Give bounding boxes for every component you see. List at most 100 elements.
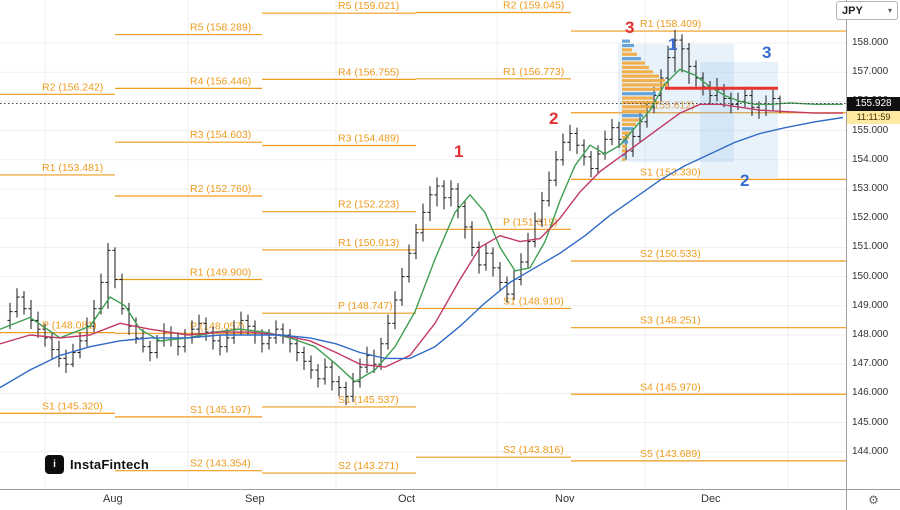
time-axis[interactable]: Aug Sep Oct Nov Dec (0, 489, 847, 510)
candle (14, 288, 20, 318)
price-tick-label: 154.000 (852, 153, 889, 165)
candle (553, 151, 559, 187)
candle (532, 212, 538, 248)
candle (98, 273, 104, 315)
candle-countdown-badge: 11:11:59 (847, 110, 900, 124)
candle (469, 221, 475, 257)
pivot-label: R2 (156.242) (42, 81, 103, 93)
pivot-label: R2 (152.223) (338, 199, 399, 211)
volume-profile-bar (622, 118, 639, 122)
chart-pane: R2 (156.242) R1 (153.481) P (148.081) S1 (1… (0, 0, 846, 474)
volume-profile-bar (622, 109, 647, 113)
pivot-label: R3 (154.489) (338, 133, 399, 145)
pivot-label: S5 (143.689) (640, 448, 701, 460)
pivot-label: R2 (159.045) (503, 0, 564, 11)
pivot-label: S1 (145.537) (338, 394, 399, 406)
candle (686, 43, 692, 84)
gear-icon[interactable]: ⚙ (868, 493, 879, 507)
candle (560, 133, 566, 166)
price-axis[interactable]: 158.000157.000156.000155.000154.000153.0… (846, 0, 900, 490)
candle (434, 177, 440, 207)
candle (497, 262, 503, 292)
ma-slow-line (0, 116, 844, 389)
volume-profile-bar (622, 144, 627, 148)
month-label: Sep (245, 493, 265, 505)
candle (280, 323, 286, 344)
candle (287, 329, 293, 353)
candle (672, 29, 678, 73)
pivot-label: S1 (145.320) (42, 400, 103, 412)
volume-profile-bar (622, 48, 632, 52)
volume-profile-bar (622, 131, 631, 135)
pivot-label: R2 (152.760) (190, 183, 251, 195)
price-tick-label: 155.000 (852, 124, 889, 136)
candle (105, 243, 111, 309)
candle (476, 241, 482, 274)
pivot-label: S2 (150.533) (640, 248, 701, 260)
pivot-label: R1 (153.481) (42, 162, 103, 174)
candle (182, 329, 188, 353)
wave-label: 3 (625, 18, 634, 37)
pivot-label: S4 (145.970) (640, 381, 701, 393)
pivot-label: S2 (143.816) (503, 444, 564, 456)
candle (546, 171, 552, 207)
volume-profile-bar (622, 100, 659, 105)
price-tick-label: 148.000 (852, 329, 889, 340)
candle (357, 358, 363, 388)
volume-profile-bar (622, 78, 665, 83)
candle (329, 361, 335, 391)
broker-logo: i InstaFintech (45, 455, 149, 474)
price-tick-label: 153.000 (852, 183, 889, 194)
volume-profile-bar (622, 92, 656, 96)
price-tick-label: 152.000 (852, 212, 889, 224)
pivot-label: R4 (156.446) (190, 75, 251, 87)
pivot-label: R4 (156.755) (338, 66, 399, 78)
candle (119, 273, 125, 315)
chevron-down-icon: ▾ (887, 6, 892, 15)
candle (224, 329, 230, 353)
candle (322, 358, 328, 385)
candle (28, 299, 34, 330)
price-tick-label: 158.000 (852, 37, 889, 48)
pivot-label: P (151.619) (503, 216, 558, 228)
candle (343, 381, 349, 406)
volume-profile-bar (622, 149, 626, 153)
candle (525, 232, 531, 268)
pivot-label: P (148.081) (42, 320, 97, 332)
candle (315, 364, 321, 388)
volume-profile-bar (622, 114, 643, 118)
symbol-dropdown[interactable]: JPY ▾ (836, 1, 898, 20)
candle (385, 314, 391, 350)
wave-label: 2 (740, 171, 749, 190)
candle (609, 118, 615, 146)
pivot-label: P (148.057) (190, 320, 245, 332)
volume-profile-bar (622, 105, 651, 109)
month-label: Dec (701, 493, 721, 505)
pivot-label: S3 (148.251) (640, 315, 701, 327)
candle (427, 186, 433, 222)
candle (70, 343, 76, 368)
current-price-badge: 155.928 (847, 96, 900, 111)
volume-profile-bar (622, 122, 636, 126)
candle (294, 337, 300, 362)
broker-logo-text: InstaFintech (70, 457, 149, 472)
candle (364, 346, 370, 373)
wave-label: 1 (668, 35, 677, 54)
pivot-label: S1 (145.197) (190, 404, 251, 416)
volume-profile-bar (622, 96, 653, 100)
volume-profile-bar (622, 140, 628, 144)
candle (490, 247, 496, 277)
candle (308, 355, 314, 379)
pivot-label: P (148.747) (338, 300, 393, 312)
pivot-label: R1 (150.913) (338, 237, 399, 249)
candle (567, 124, 573, 152)
candle (175, 332, 181, 356)
volume-profile-bar (622, 39, 630, 43)
candle (56, 340, 62, 368)
candle (665, 45, 671, 87)
pivot-label: R1 (158.409) (640, 18, 701, 30)
pivot-label: R5 (158.289) (190, 22, 251, 34)
broker-logo-icon: i (45, 455, 64, 474)
